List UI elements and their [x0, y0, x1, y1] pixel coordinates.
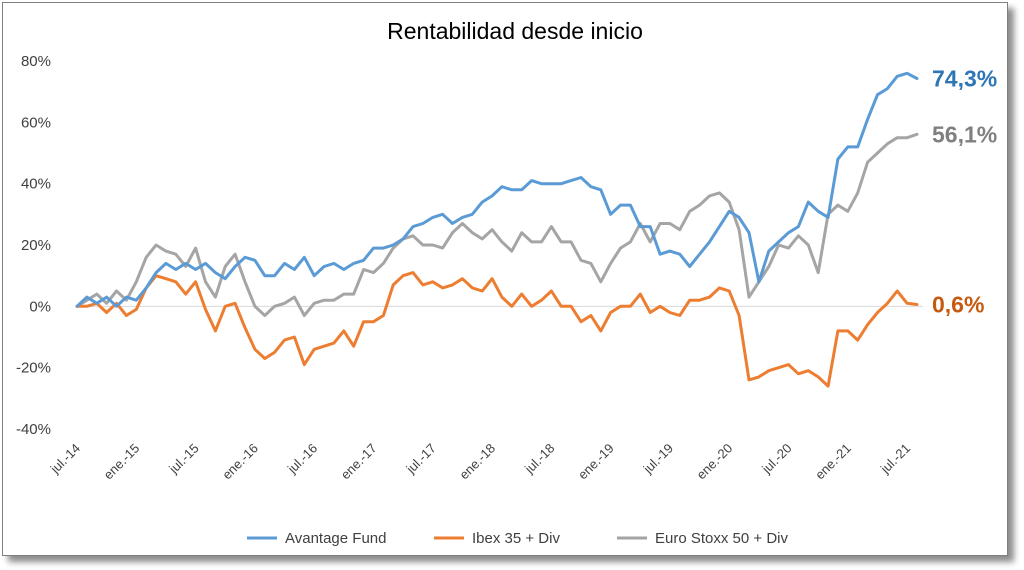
x-tick-label: jul.-16: [284, 441, 320, 477]
legend-label-2: Euro Stoxx 50 + Div: [655, 530, 788, 547]
series-line-2: [75, 132, 919, 317]
x-tick-label: ene.-18: [456, 441, 498, 483]
y-tick-label: 80%: [21, 53, 51, 70]
axes: 80% 60% 40% 20% 0% -20% -40% jul.-14 ene.-15 jul.…: [16, 53, 923, 482]
series-lines: [75, 71, 919, 388]
x-tick-label: ene.-16: [219, 441, 261, 483]
x-tick-label: ene.-19: [575, 441, 617, 483]
end-label-2: 56,1%: [932, 121, 997, 147]
x-tick-label: jul.-17: [403, 441, 439, 477]
x-tick-label: jul.-15: [165, 441, 201, 477]
series-line-1: [75, 271, 919, 388]
legend: Avantage Fund Ibex 35 + Div Euro Stoxx 50 …: [247, 530, 788, 547]
x-tick-label: ene.-21: [812, 441, 854, 483]
x-tick-label: jul.-20: [758, 441, 794, 477]
legend-label-0: Avantage Fund: [285, 530, 386, 547]
x-tick-label: ene.-17: [338, 441, 380, 483]
y-tick-label: 0%: [29, 298, 51, 315]
x-tick-label: jul.-21: [877, 441, 913, 477]
x-tick-label: jul.-14: [47, 441, 83, 477]
chart-title: Rentabilidad desde inicio: [387, 18, 643, 44]
legend-label-1: Ibex 35 + Div: [472, 530, 560, 547]
y-tick-label: 20%: [21, 237, 51, 254]
x-tick-label: jul.-18: [521, 441, 557, 477]
y-tick-label: 40%: [21, 176, 51, 193]
x-tick-label: ene.-15: [101, 441, 143, 483]
end-label-1: 0,6%: [932, 291, 984, 317]
chart-frame: Rentabilidad desde inicio 80% 60% 40% 20% 0%…: [2, 2, 1008, 556]
y-tick-label: -40%: [16, 421, 51, 438]
y-tick-label: 60%: [21, 114, 51, 131]
series-end-labels: 74,3% 0,6% 56,1%: [932, 65, 997, 317]
line-chart: Rentabilidad desde inicio 80% 60% 40% 20% 0%…: [16, 18, 997, 547]
y-tick-label: -20%: [16, 360, 51, 377]
x-tick-label: ene.-20: [694, 441, 736, 483]
x-tick-label: jul.-19: [640, 441, 676, 477]
series-line-0: [75, 71, 919, 308]
end-label-0: 74,3%: [932, 65, 997, 91]
